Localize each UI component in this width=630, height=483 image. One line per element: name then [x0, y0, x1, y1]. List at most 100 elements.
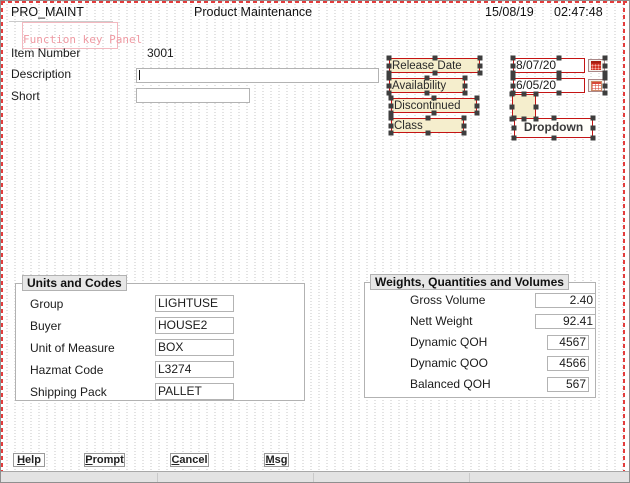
selection-handle[interactable]	[551, 135, 556, 141]
status-bar-divider	[469, 473, 470, 482]
selection-marquee-right	[623, 1, 625, 471]
selected-label-availability[interactable]: Availability	[386, 75, 468, 96]
status-bar-divider	[157, 473, 158, 482]
msg-button[interactable]: Msg	[264, 453, 289, 467]
selection-handle[interactable]	[590, 115, 596, 121]
help-button[interactable]: Help	[13, 453, 45, 467]
selection-handle[interactable]	[533, 116, 539, 122]
weights-group-title: Weights, Quantities and Volumes	[370, 274, 569, 290]
selection-handle[interactable]	[388, 115, 394, 121]
selection-handle[interactable]	[462, 90, 468, 96]
selection-handle[interactable]	[511, 135, 517, 141]
selection-handle[interactable]	[556, 75, 562, 81]
selection-handle[interactable]	[590, 125, 596, 131]
balanced-qoh-input[interactable]: 567	[547, 377, 589, 392]
selection-handle[interactable]	[388, 110, 394, 116]
selection-handle[interactable]	[602, 75, 608, 81]
selection-handle[interactable]	[511, 115, 517, 121]
selection-handle[interactable]	[386, 55, 392, 61]
selection-handle[interactable]	[477, 70, 483, 76]
selected-label-class[interactable]: Class	[388, 115, 467, 136]
selection-handle[interactable]	[474, 95, 480, 101]
selection-handle[interactable]	[533, 91, 539, 97]
gross-volume-input[interactable]: 2.40	[535, 293, 596, 308]
buyer-input[interactable]: HOUSE2	[155, 317, 234, 334]
function-key-panel-outline[interactable]	[22, 22, 118, 49]
selection-handle[interactable]	[462, 75, 468, 81]
selection-handle[interactable]	[602, 83, 608, 88]
description-input[interactable]	[136, 68, 379, 83]
selection-handle[interactable]	[431, 95, 437, 101]
selection-handle[interactable]	[425, 115, 430, 121]
selection-handle[interactable]	[602, 55, 608, 61]
selection-handle[interactable]	[431, 110, 437, 116]
selection-handle[interactable]	[510, 83, 516, 88]
selection-handle[interactable]	[602, 63, 608, 68]
selection-handle[interactable]	[474, 110, 480, 116]
selection-handle[interactable]	[477, 55, 483, 61]
selection-handle[interactable]	[461, 130, 467, 136]
selection-handle[interactable]	[425, 130, 430, 136]
cancel-button[interactable]: Cancel	[170, 453, 209, 467]
dynamic-qoo-input[interactable]: 4566	[547, 356, 589, 371]
selection-handle[interactable]	[602, 90, 608, 96]
selected-field-release-date[interactable]: 8/07/20	[510, 55, 608, 76]
selection-handle[interactable]	[386, 75, 392, 81]
nett-weight-input[interactable]: 92.41	[535, 314, 596, 329]
selection-handle[interactable]	[388, 103, 394, 108]
selection-handle[interactable]	[386, 90, 392, 96]
selection-handle[interactable]	[551, 115, 556, 121]
selection-handle[interactable]	[388, 130, 394, 136]
selected-checkbox-control[interactable]	[509, 91, 539, 122]
selection-handle[interactable]	[521, 116, 527, 122]
selection-handle[interactable]	[521, 91, 527, 97]
selection-handle[interactable]	[477, 63, 483, 68]
selection-handle[interactable]	[556, 70, 562, 76]
selection-handle[interactable]	[432, 70, 437, 76]
dynamic-qoh-input[interactable]: 4567	[547, 335, 589, 350]
hazmat-code-label: Hazmat Code	[30, 363, 104, 377]
selection-handle[interactable]	[533, 104, 539, 109]
selection-handle[interactable]	[510, 63, 516, 68]
selection-handle[interactable]	[511, 125, 517, 131]
selection-handle[interactable]	[510, 75, 516, 81]
selected-label-release-date[interactable]: Release Date	[386, 55, 483, 76]
status-bar-divider	[313, 473, 314, 482]
selection-handle[interactable]	[510, 55, 516, 61]
unit-of-measure-label: Unit of Measure	[30, 341, 115, 355]
selection-handle[interactable]	[602, 70, 608, 76]
selection-handle[interactable]	[556, 90, 562, 96]
description-label: Description	[11, 67, 72, 81]
prompt-button[interactable]: Prompt	[84, 453, 125, 467]
selection-handle[interactable]	[462, 83, 468, 88]
selection-handle[interactable]	[461, 115, 467, 121]
selection-handle[interactable]	[388, 123, 394, 128]
hazmat-code-input[interactable]: L3274	[155, 361, 234, 378]
group-input[interactable]: LIGHTUSE	[155, 295, 234, 312]
selection-handle[interactable]	[388, 95, 394, 101]
selection-handle[interactable]	[386, 63, 392, 68]
short-input[interactable]	[136, 88, 250, 103]
selected-label-discontinued[interactable]: Discontinued	[388, 95, 480, 116]
selection-handle[interactable]	[432, 55, 437, 61]
selection-handle[interactable]	[461, 123, 467, 128]
shipping-pack-label: Shipping Pack	[30, 385, 107, 399]
shipping-pack-input[interactable]: PALLET	[155, 383, 234, 400]
selection-handle[interactable]	[556, 55, 562, 61]
selection-handle[interactable]	[590, 135, 596, 141]
unit-of-measure-input[interactable]: BOX	[155, 339, 234, 356]
selected-field-availability[interactable]: 6/05/20	[510, 75, 608, 96]
selection-handle[interactable]	[386, 70, 392, 76]
selection-handle[interactable]	[474, 103, 480, 108]
selection-handle[interactable]	[424, 90, 430, 96]
release-date-input[interactable]: 8/07/20	[513, 58, 585, 73]
selection-handle[interactable]	[386, 83, 392, 88]
selected-dropdown-control[interactable]: Dropdown	[511, 115, 596, 141]
selection-handle[interactable]	[509, 91, 515, 97]
selection-handle[interactable]	[509, 104, 515, 109]
selection-handle[interactable]	[424, 75, 430, 81]
selection-handle[interactable]	[510, 70, 516, 76]
availability-picker-button[interactable]	[588, 79, 605, 92]
design-canvas[interactable]: PRO_MAINT Product Maintenance 15/08/19 0…	[1, 1, 629, 471]
